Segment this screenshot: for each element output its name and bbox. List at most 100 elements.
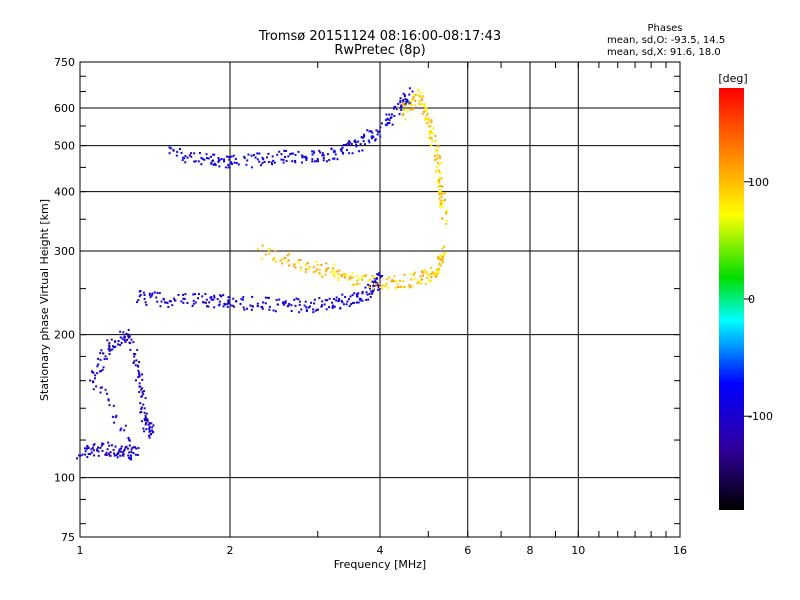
data-point bbox=[350, 303, 353, 306]
data-point bbox=[393, 114, 396, 117]
data-point bbox=[230, 155, 233, 158]
data-point bbox=[137, 447, 140, 450]
data-point bbox=[105, 453, 108, 456]
data-point bbox=[351, 294, 354, 297]
data-point bbox=[305, 262, 308, 265]
data-point bbox=[276, 303, 279, 306]
data-point bbox=[258, 152, 261, 155]
data-point bbox=[294, 304, 297, 307]
data-point bbox=[102, 366, 105, 369]
data-point bbox=[298, 300, 301, 303]
data-point bbox=[194, 160, 197, 163]
data-point bbox=[93, 454, 96, 457]
data-point bbox=[117, 451, 120, 454]
data-point bbox=[250, 308, 253, 311]
data-point bbox=[381, 274, 384, 277]
data-point bbox=[443, 252, 446, 255]
data-point bbox=[438, 197, 441, 200]
data-point bbox=[167, 305, 170, 308]
data-point bbox=[349, 275, 352, 278]
data-point bbox=[180, 152, 183, 155]
data-point bbox=[115, 454, 118, 457]
data-point bbox=[129, 454, 132, 457]
data-point bbox=[441, 192, 444, 195]
data-point bbox=[97, 454, 100, 457]
data-point bbox=[404, 104, 407, 107]
data-point bbox=[322, 157, 325, 160]
data-point bbox=[140, 388, 143, 391]
data-point bbox=[267, 160, 270, 163]
data-point bbox=[112, 404, 115, 407]
data-point bbox=[168, 152, 171, 155]
data-point bbox=[379, 276, 382, 279]
data-point bbox=[192, 299, 195, 302]
data-point bbox=[276, 153, 279, 156]
data-point bbox=[272, 258, 275, 261]
data-point bbox=[192, 302, 195, 305]
data-point bbox=[119, 450, 122, 453]
data-point bbox=[388, 119, 391, 122]
data-point bbox=[164, 301, 167, 304]
data-point bbox=[328, 297, 331, 300]
data-point bbox=[437, 256, 440, 259]
data-point bbox=[404, 98, 407, 101]
data-point bbox=[136, 301, 139, 304]
data-point bbox=[288, 264, 291, 267]
data-point bbox=[132, 362, 135, 365]
data-point bbox=[437, 185, 440, 188]
data-point bbox=[376, 273, 379, 276]
data-point bbox=[181, 159, 184, 162]
data-point bbox=[367, 283, 370, 286]
data-point bbox=[110, 444, 113, 447]
data-point bbox=[119, 344, 122, 347]
data-point bbox=[281, 262, 284, 265]
data-point bbox=[119, 454, 122, 457]
data-point bbox=[419, 275, 422, 278]
data-point bbox=[90, 451, 93, 454]
data-point bbox=[438, 190, 441, 193]
data-point bbox=[311, 160, 314, 163]
data-point bbox=[160, 300, 163, 303]
data-point bbox=[433, 154, 436, 157]
data-point bbox=[210, 162, 213, 165]
data-point bbox=[242, 306, 245, 309]
data-point bbox=[335, 296, 338, 299]
data-point bbox=[145, 412, 148, 415]
data-point bbox=[182, 297, 185, 300]
data-point bbox=[141, 391, 144, 394]
data-point bbox=[365, 298, 368, 301]
data-point bbox=[423, 110, 426, 113]
data-point bbox=[348, 143, 351, 146]
data-point bbox=[183, 297, 186, 300]
data-point bbox=[81, 453, 84, 456]
data-point bbox=[184, 155, 187, 158]
data-point bbox=[370, 130, 373, 133]
data-point bbox=[256, 152, 259, 155]
data-point bbox=[218, 159, 221, 162]
data-point bbox=[342, 273, 345, 276]
data-point bbox=[423, 268, 426, 271]
data-point bbox=[321, 154, 324, 157]
data-point bbox=[271, 155, 274, 158]
data-point bbox=[144, 301, 147, 304]
data-point bbox=[328, 158, 331, 161]
data-point bbox=[423, 105, 426, 108]
data-point bbox=[409, 100, 412, 103]
data-point bbox=[399, 97, 402, 100]
data-point bbox=[316, 268, 319, 271]
data-point bbox=[371, 275, 374, 278]
y-tick-label: 400 bbox=[54, 186, 75, 199]
data-point bbox=[132, 341, 135, 344]
data-point bbox=[168, 300, 171, 303]
data-point bbox=[333, 149, 336, 152]
data-point bbox=[411, 285, 414, 288]
data-point bbox=[397, 107, 400, 110]
data-point bbox=[243, 156, 246, 159]
data-point bbox=[311, 150, 314, 153]
data-point bbox=[109, 451, 112, 454]
data-point bbox=[131, 446, 134, 449]
data-point bbox=[308, 305, 311, 308]
data-point bbox=[337, 279, 340, 282]
data-point bbox=[274, 250, 277, 253]
data-point bbox=[109, 349, 112, 352]
